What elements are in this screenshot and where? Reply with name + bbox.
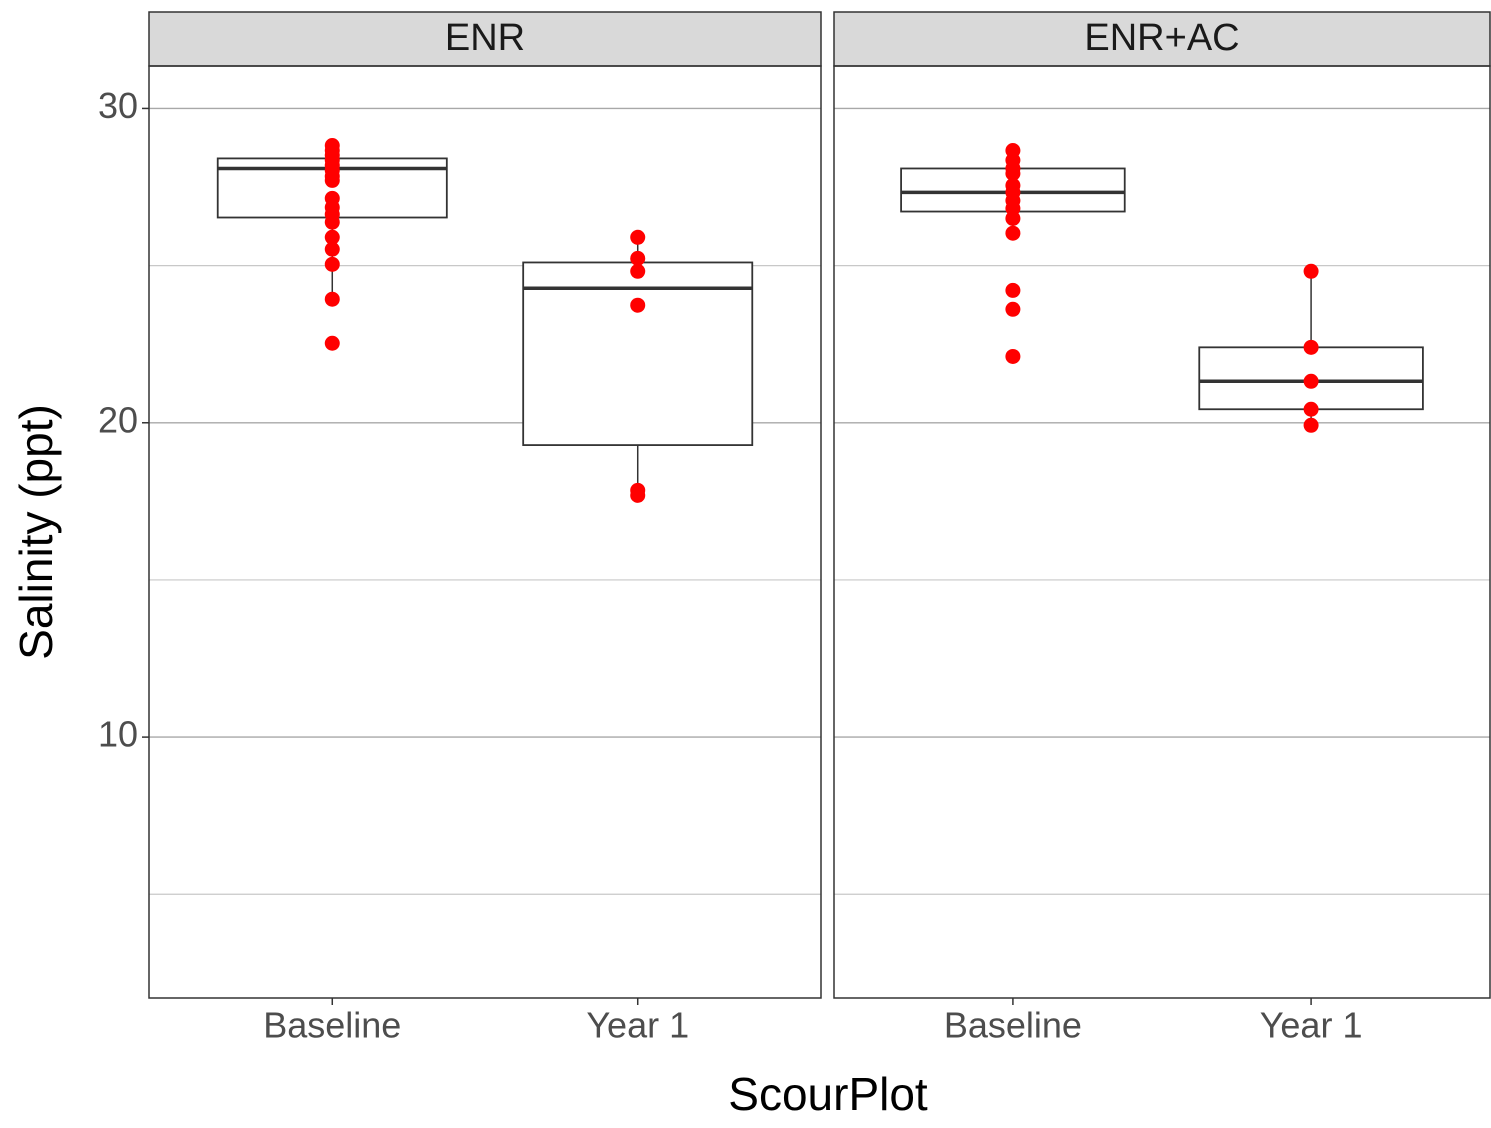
y-tick-label: 10 [98, 714, 138, 755]
x-tick-label: Year 1 [1260, 1005, 1363, 1046]
data-point [630, 229, 646, 245]
data-point [1303, 339, 1319, 355]
data-point [1303, 401, 1319, 417]
data-point [1005, 282, 1021, 298]
data-point [630, 263, 646, 279]
x-tick-label: Baseline [263, 1005, 401, 1046]
data-point [1005, 166, 1021, 182]
data-point [1303, 417, 1319, 433]
data-point [324, 335, 340, 351]
x-tick-label: Baseline [944, 1005, 1082, 1046]
panel-border [833, 65, 1491, 999]
data-point [1303, 373, 1319, 389]
strip [833, 11, 1491, 67]
y-tick-label: 20 [98, 399, 138, 440]
data-point [630, 487, 646, 503]
panel-border [148, 65, 822, 999]
data-point [1303, 263, 1319, 279]
data-point [324, 241, 340, 257]
data-point [630, 297, 646, 313]
data-point [1005, 348, 1021, 364]
strip-label: ENR [445, 17, 525, 59]
data-point [324, 256, 340, 272]
data-point [324, 172, 340, 188]
data-point [1005, 301, 1021, 317]
data-point [1005, 210, 1021, 226]
data-point [324, 214, 340, 230]
y-tick-label: 30 [98, 85, 138, 126]
data-point [324, 291, 340, 307]
data-point [1005, 225, 1021, 241]
data-point [324, 229, 340, 245]
y-axis-title: Salinity (ppt) [10, 404, 62, 660]
x-axis-title: ScourPlot [728, 1068, 928, 1120]
strip [148, 11, 822, 67]
x-tick-label: Year 1 [586, 1005, 689, 1046]
strip-label: ENR+AC [1084, 17, 1239, 59]
data-point [630, 250, 646, 266]
